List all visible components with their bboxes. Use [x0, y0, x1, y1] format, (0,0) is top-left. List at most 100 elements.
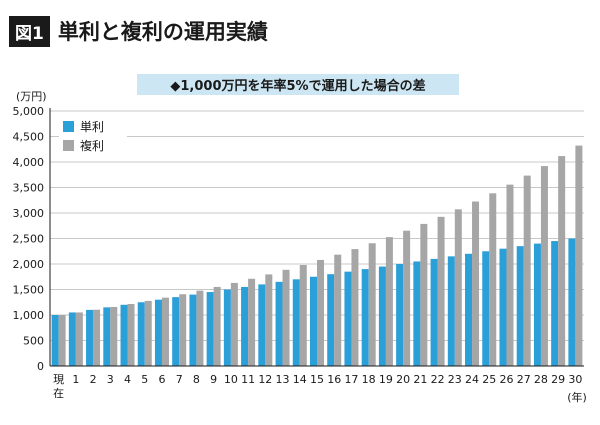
- bar-compound-interest: [420, 223, 428, 366]
- bar-compound-interest: [282, 269, 290, 366]
- bar-simple-interest: [310, 276, 317, 366]
- bar-simple-interest: [189, 294, 197, 366]
- x-tick-label: 16: [327, 373, 341, 386]
- x-tick-label: 9: [210, 373, 217, 386]
- bar-compound-interest: [110, 306, 118, 366]
- bar-compound-interest: [558, 156, 566, 366]
- x-axis-unit-label: (年): [567, 390, 587, 404]
- y-tick-label: 4,000: [13, 156, 45, 169]
- x-tick-label: 在: [53, 387, 64, 400]
- x-tick-label: 8: [193, 373, 200, 386]
- figure-title: 単利と複利の運用実績: [57, 20, 268, 44]
- bar-compound-interest: [437, 216, 445, 366]
- bar-compound-interest: [403, 230, 411, 366]
- bar-compound-interest: [161, 297, 169, 366]
- y-tick-label: 4,500: [13, 131, 45, 144]
- x-tick-label: 12: [258, 373, 272, 386]
- y-tick-label: 3,500: [13, 182, 45, 195]
- x-tick-label: 30: [568, 373, 582, 386]
- x-tick-label: 2: [90, 373, 97, 386]
- bar-simple-interest: [533, 243, 541, 366]
- bar-simple-interest: [103, 307, 111, 366]
- bar-simple-interest: [568, 238, 576, 366]
- bar-simple-interest: [396, 264, 404, 366]
- bar-simple-interest: [430, 258, 438, 366]
- x-tick-label: 現: [53, 373, 64, 386]
- y-tick-label: 2,500: [13, 233, 45, 246]
- bar-simple-interest: [223, 289, 231, 366]
- bar-compound-interest: [523, 175, 531, 366]
- bar-simple-interest: [378, 266, 386, 366]
- bar-simple-interest: [154, 299, 162, 366]
- x-tick-label: 13: [276, 373, 290, 386]
- x-tick-label: 29: [551, 373, 565, 386]
- x-tick-label: 14: [293, 373, 307, 386]
- bar-simple-interest: [241, 286, 249, 366]
- x-tick-label: 7: [176, 373, 183, 386]
- x-tick-label: 18: [362, 373, 376, 386]
- bar-simple-interest: [499, 248, 507, 366]
- x-tick-label: 27: [517, 373, 531, 386]
- y-tick-label: 2,000: [13, 258, 45, 271]
- x-tick-label: 17: [344, 373, 358, 386]
- x-tick-label: 6: [158, 373, 165, 386]
- chart-subtitle: ◆1,000万円を年率5%で運用した場合の差: [137, 74, 459, 95]
- bar-compound-interest: [351, 249, 359, 366]
- y-tick-label: 5,000: [13, 105, 45, 118]
- bar-compound-interest: [75, 312, 83, 366]
- bar-simple-interest: [413, 261, 421, 366]
- legend-label-simple: 単利: [80, 120, 104, 134]
- legend-swatch-simple: [63, 121, 74, 132]
- bar-simple-interest: [292, 279, 300, 366]
- figure-number-badge: 図1: [9, 15, 50, 47]
- y-tick-label: 0: [37, 360, 44, 373]
- y-tick-label: 1,000: [13, 309, 45, 322]
- bar-compound-interest: [179, 294, 187, 366]
- bar-compound-interest: [334, 254, 342, 366]
- y-tick-label: 500: [23, 335, 44, 348]
- bar-simple-interest: [516, 246, 524, 366]
- x-tick-label: 25: [482, 373, 496, 386]
- x-tick-label: 11: [241, 373, 255, 386]
- x-tick-label: 23: [448, 373, 462, 386]
- bar-simple-interest: [327, 274, 335, 366]
- x-tick-label: 15: [310, 373, 324, 386]
- bar-compound-interest: [213, 286, 221, 366]
- bar-compound-interest: [368, 243, 376, 366]
- bar-simple-interest: [258, 284, 266, 366]
- x-tick-label: 3: [107, 373, 114, 386]
- bar-compound-interest: [506, 184, 514, 366]
- bar-compound-interest: [144, 300, 152, 366]
- bar-simple-interest: [551, 241, 559, 366]
- bar-compound-interest: [472, 201, 480, 366]
- bar-simple-interest: [86, 309, 94, 366]
- bar-simple-interest: [482, 251, 490, 366]
- bar-simple-interest: [447, 256, 455, 366]
- bar-simple-interest: [275, 281, 283, 366]
- x-tick-label: 5: [141, 373, 148, 386]
- bar-compound-interest: [248, 278, 256, 366]
- bar-compound-interest: [230, 282, 238, 366]
- bar-simple-interest: [172, 297, 180, 366]
- bar-compound-interest: [575, 145, 583, 366]
- bar-compound-interest: [265, 274, 273, 366]
- bar-compound-interest: [385, 237, 393, 366]
- bar-simple-interest: [51, 315, 59, 366]
- bar-simple-interest: [137, 302, 145, 366]
- bar-compound-interest: [317, 259, 324, 366]
- y-tick-label: 1,500: [13, 284, 45, 297]
- y-tick-label: 3,000: [13, 207, 45, 220]
- y-axis-unit-label: (万円): [16, 90, 47, 103]
- bar-compound-interest: [196, 290, 204, 366]
- legend-swatch-compound: [63, 140, 74, 151]
- x-tick-label: 22: [431, 373, 445, 386]
- legend-label-compound: 複利: [80, 138, 104, 153]
- x-tick-label: 10: [224, 373, 238, 386]
- bar-compound-interest: [299, 265, 307, 366]
- x-tick-label: 26: [499, 373, 513, 386]
- x-tick-label: 4: [124, 373, 131, 386]
- bar-simple-interest: [120, 304, 128, 366]
- bar-compound-interest: [93, 309, 101, 366]
- bar-simple-interest: [68, 312, 76, 366]
